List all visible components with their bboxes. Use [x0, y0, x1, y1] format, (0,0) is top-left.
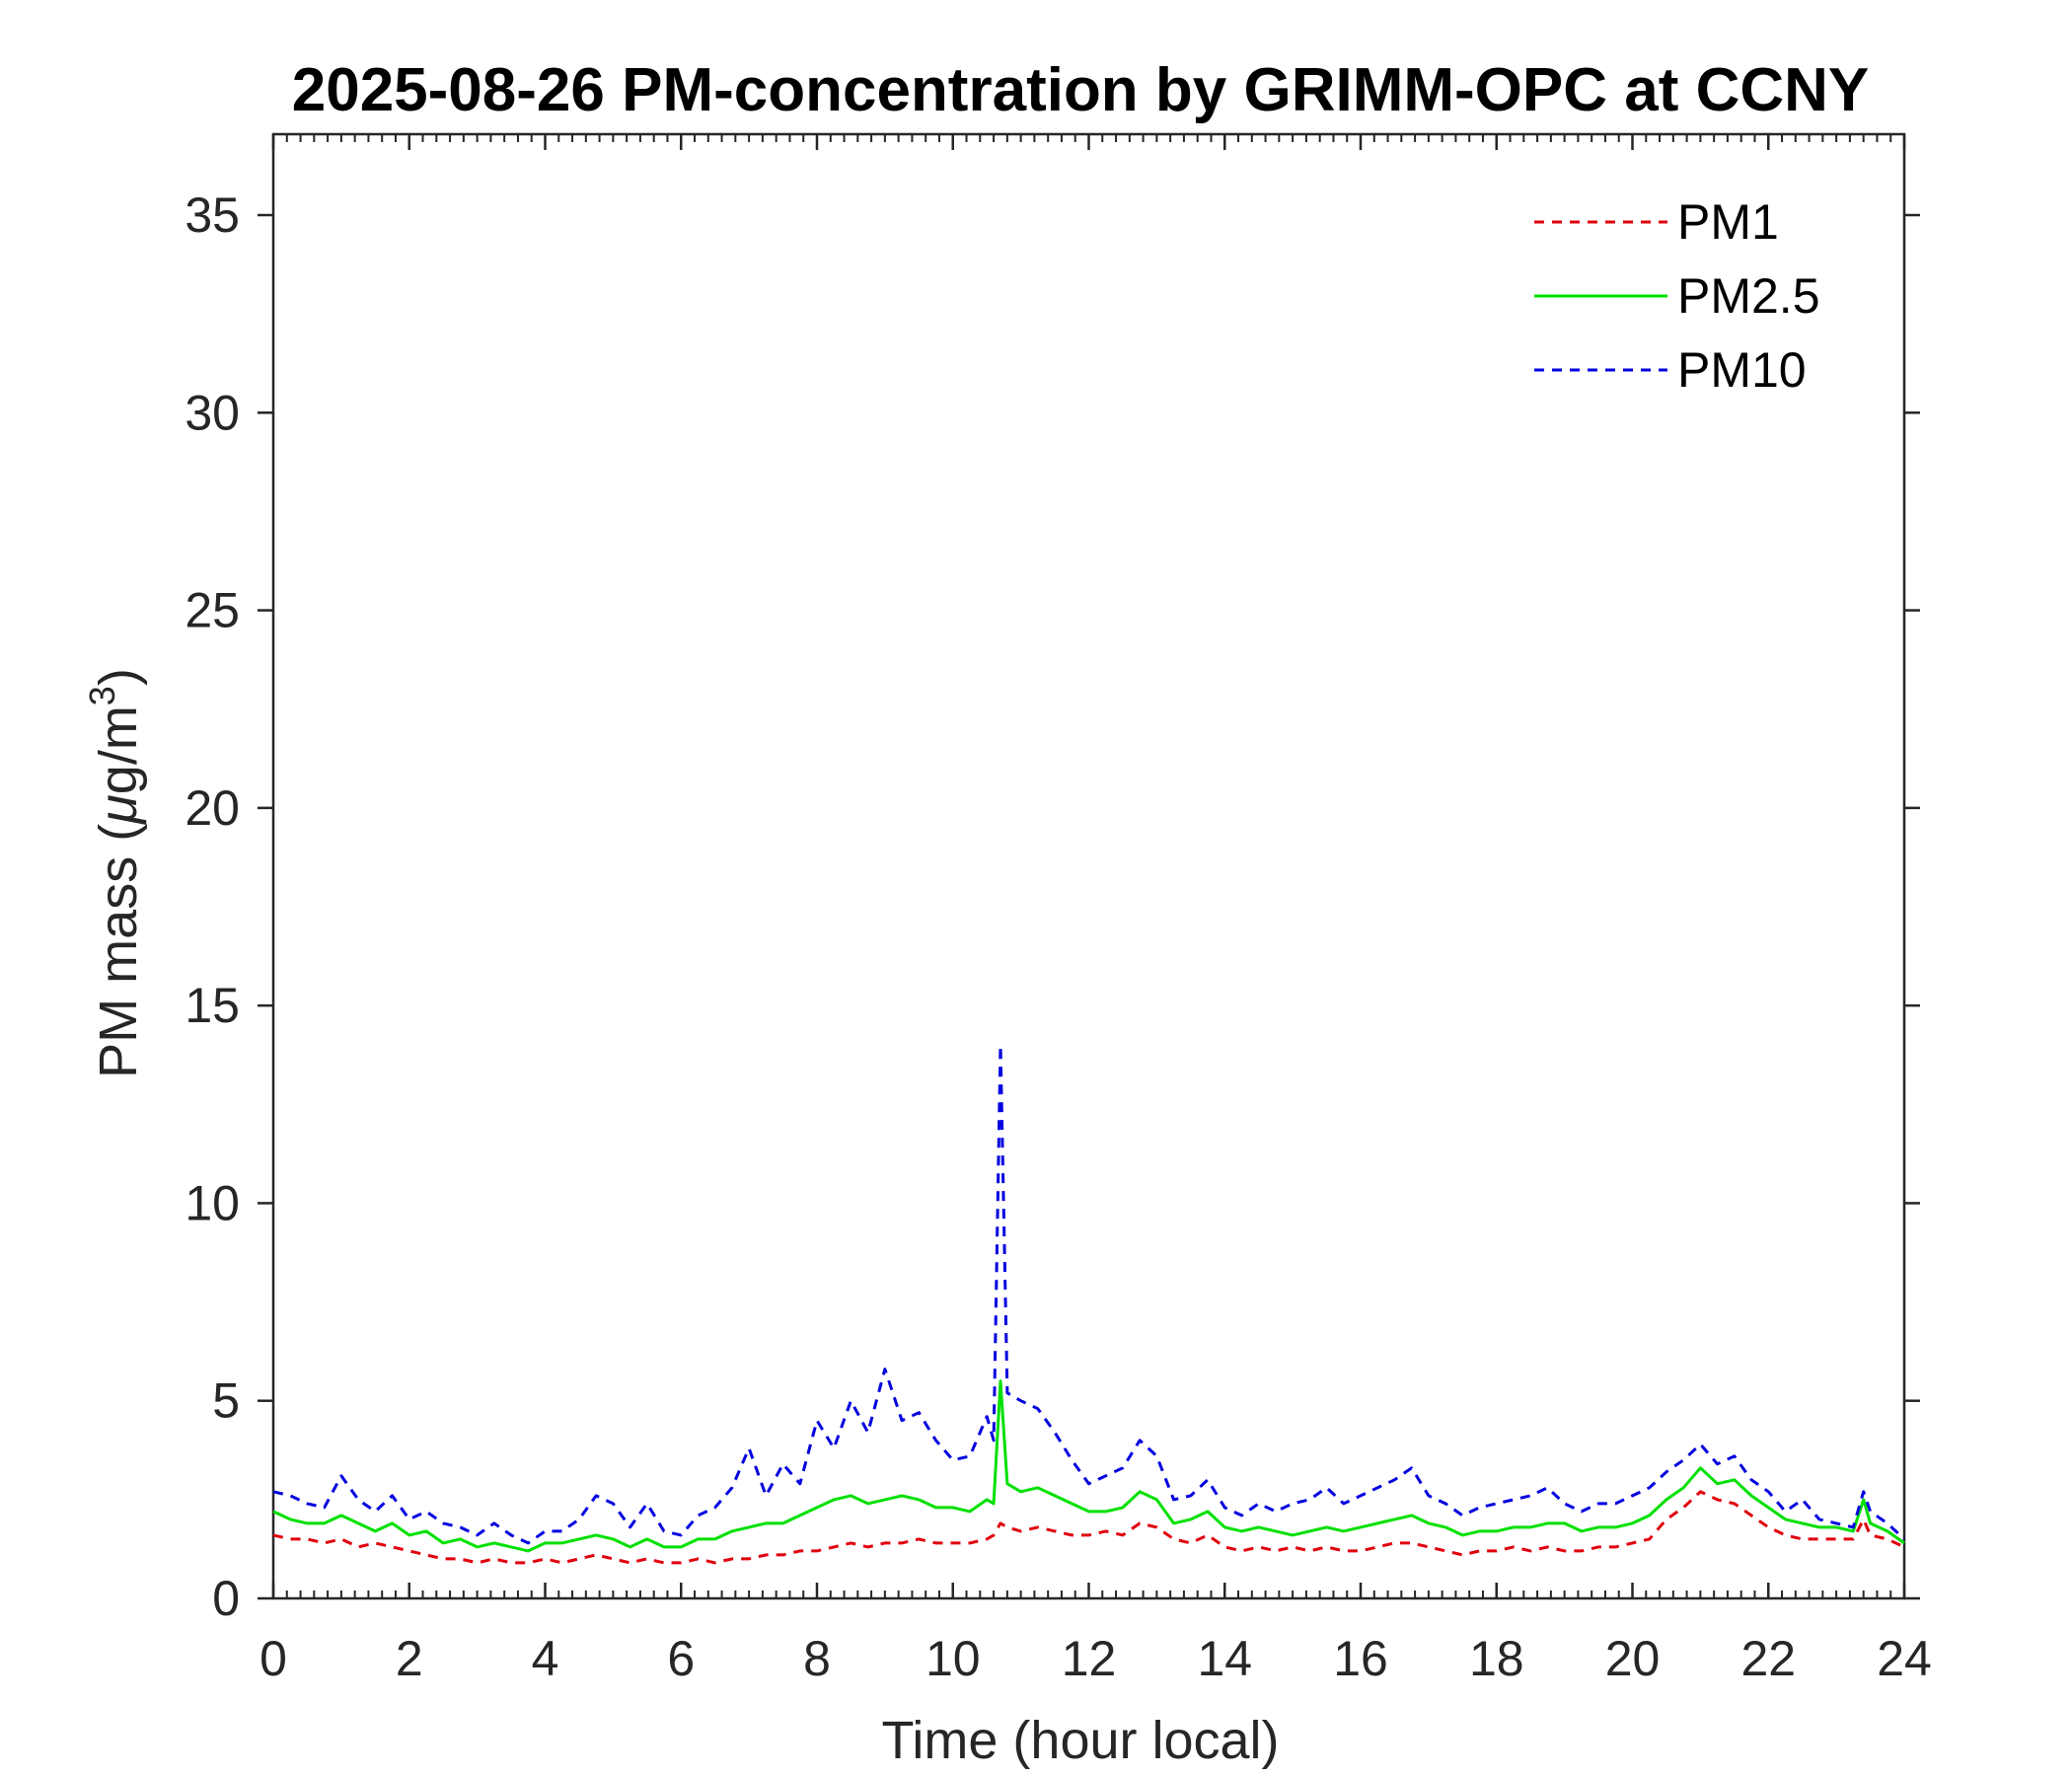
x-tick-label: 18 — [1469, 1631, 1524, 1686]
legend-label: PM2.5 — [1677, 268, 1820, 324]
y-tick-label: 15 — [185, 978, 240, 1033]
x-tick-label: 22 — [1740, 1631, 1796, 1686]
y-axis-label-mu: μ — [89, 794, 148, 826]
series-line-pm25 — [272, 1379, 1905, 1553]
y-tick-label: 25 — [185, 583, 240, 638]
legend-label: PM1 — [1677, 194, 1779, 250]
y-axis-label-superscript: 3 — [82, 686, 122, 705]
y-axis-label-prefix: PM mass ( — [89, 824, 148, 1078]
x-tick-label: 10 — [925, 1631, 981, 1686]
y-tick-label: 5 — [212, 1373, 240, 1429]
y-tick-label: 10 — [185, 1175, 240, 1230]
x-tick-label: 8 — [803, 1631, 831, 1686]
x-tick-label: 14 — [1197, 1631, 1252, 1686]
major-ticks — [258, 134, 1920, 1600]
series-line-pm10 — [272, 1043, 1906, 1545]
chart-title: 2025-08-26 PM-concentration by GRIMM-OPC… — [292, 56, 1870, 124]
y-axis-label: PM mass (μg/m3) — [82, 668, 148, 1078]
y-tick-label: 35 — [185, 187, 240, 243]
y-tick-label: 0 — [212, 1571, 240, 1626]
x-axis-label: Time (hour local) — [881, 1711, 1279, 1770]
y-axis-label-suffix: ) — [89, 668, 148, 686]
y-axis-label-unit: g/m — [89, 705, 148, 794]
y-tick-labels: 0 5 10 15 20 25 30 35 — [185, 187, 240, 1626]
x-tick-label: 12 — [1062, 1631, 1117, 1686]
x-tick-label: 24 — [1877, 1631, 1932, 1686]
plot-area — [258, 132, 1920, 1600]
x-tick-label: 6 — [667, 1631, 695, 1686]
x-tick-label: 20 — [1605, 1631, 1661, 1686]
x-tick-label: 4 — [532, 1631, 559, 1686]
axes-box — [271, 132, 1906, 1600]
x-tick-label: 0 — [259, 1631, 287, 1686]
y-tick-label: 30 — [185, 385, 240, 440]
legend: PM1 PM2.5 PM10 — [1534, 194, 1820, 398]
x-tick-labels: 0 2 4 6 8 10 12 14 16 18 20 22 24 — [259, 1631, 1932, 1686]
x-tick-label: 16 — [1333, 1631, 1388, 1686]
y-tick-label: 20 — [185, 780, 240, 836]
x-tick-label: 2 — [396, 1631, 423, 1686]
legend-label: PM10 — [1677, 342, 1807, 398]
series-lines — [272, 1043, 1906, 1565]
series-line-pm1 — [272, 1490, 1905, 1565]
